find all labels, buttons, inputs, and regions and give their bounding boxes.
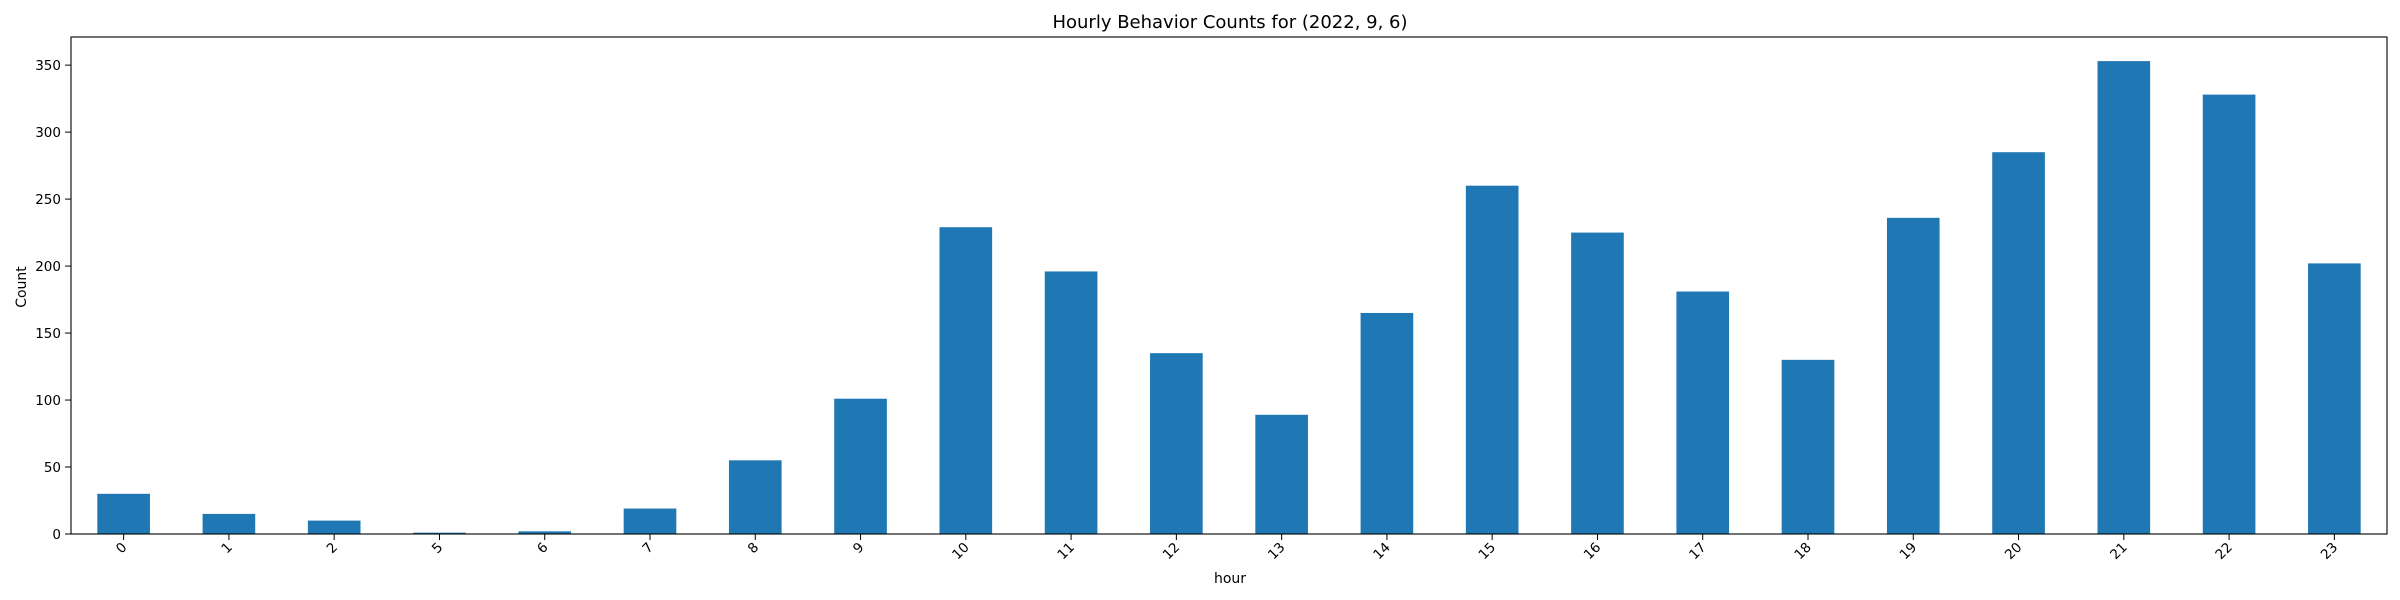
y-tick-label-50: 50 [44, 460, 61, 476]
bar-12 [1150, 353, 1203, 534]
chart-title: Hourly Behavior Counts for (2022, 9, 6) [1052, 12, 1407, 33]
bar-13 [1255, 414, 1308, 534]
x-tick-label-23: 23 [2318, 540, 2341, 563]
bar-6 [518, 531, 572, 534]
bar-17 [1676, 291, 1730, 534]
x-tick-label-8: 8 [745, 540, 762, 557]
bar-14 [1360, 312, 1414, 534]
x-tick-label-12: 12 [1160, 540, 1183, 563]
x-tick-label-2: 2 [324, 540, 341, 557]
bar-8 [728, 460, 782, 534]
bar-0 [97, 493, 150, 534]
x-tick-label-17: 17 [1686, 540, 1709, 563]
bar-11 [1044, 271, 1098, 534]
x-tick-label-13: 13 [1265, 540, 1288, 563]
axes-frame [70, 36, 2388, 535]
x-tick-label-21: 21 [2107, 540, 2130, 563]
y-tick-label-0: 0 [52, 527, 61, 543]
x-tick-label-11: 11 [1054, 540, 1077, 563]
x-tick-label-20: 20 [2002, 540, 2025, 563]
bar-10 [939, 227, 993, 534]
x-tick-label-1: 1 [218, 540, 235, 557]
bar-15 [1465, 185, 1519, 534]
x-tick-label-7: 7 [639, 540, 656, 557]
y-tick-label-200: 200 [35, 259, 61, 275]
y-tick-label-300: 300 [35, 125, 61, 141]
bar-5 [413, 532, 466, 534]
bar-20 [1992, 152, 2045, 534]
x-tick-label-22: 22 [2212, 540, 2235, 563]
bar-22 [2202, 94, 2256, 535]
bar-18 [1781, 359, 1835, 534]
x-tick-label-18: 18 [1791, 540, 1814, 563]
x-tick-label-15: 15 [1476, 540, 1499, 563]
y-tick-label-100: 100 [35, 393, 61, 409]
y-tick-label-350: 350 [35, 58, 61, 74]
x-tick-label-0: 0 [113, 540, 130, 557]
y-tick-label-250: 250 [35, 192, 61, 208]
x-tick-label-14: 14 [1370, 540, 1393, 563]
x-tick-label-6: 6 [534, 540, 551, 557]
bar-1 [202, 513, 256, 534]
x-axis-label: hour [1214, 571, 1246, 587]
x-tick-label-10: 10 [949, 540, 972, 563]
x-tick-label-9: 9 [850, 540, 867, 557]
x-tick-label-16: 16 [1581, 540, 1604, 563]
bar-7 [623, 508, 677, 534]
x-tick-label-5: 5 [429, 540, 446, 557]
bar-19 [1886, 217, 1940, 534]
bar-9 [834, 398, 887, 534]
bar-23 [2308, 263, 2361, 534]
bar-16 [1571, 232, 1624, 534]
x-tick-label-19: 19 [1897, 540, 1920, 563]
y-tick-label-150: 150 [35, 326, 61, 342]
y-axis-label: Count [14, 266, 30, 308]
bar-2 [307, 520, 361, 534]
bar-21 [2097, 61, 2151, 534]
